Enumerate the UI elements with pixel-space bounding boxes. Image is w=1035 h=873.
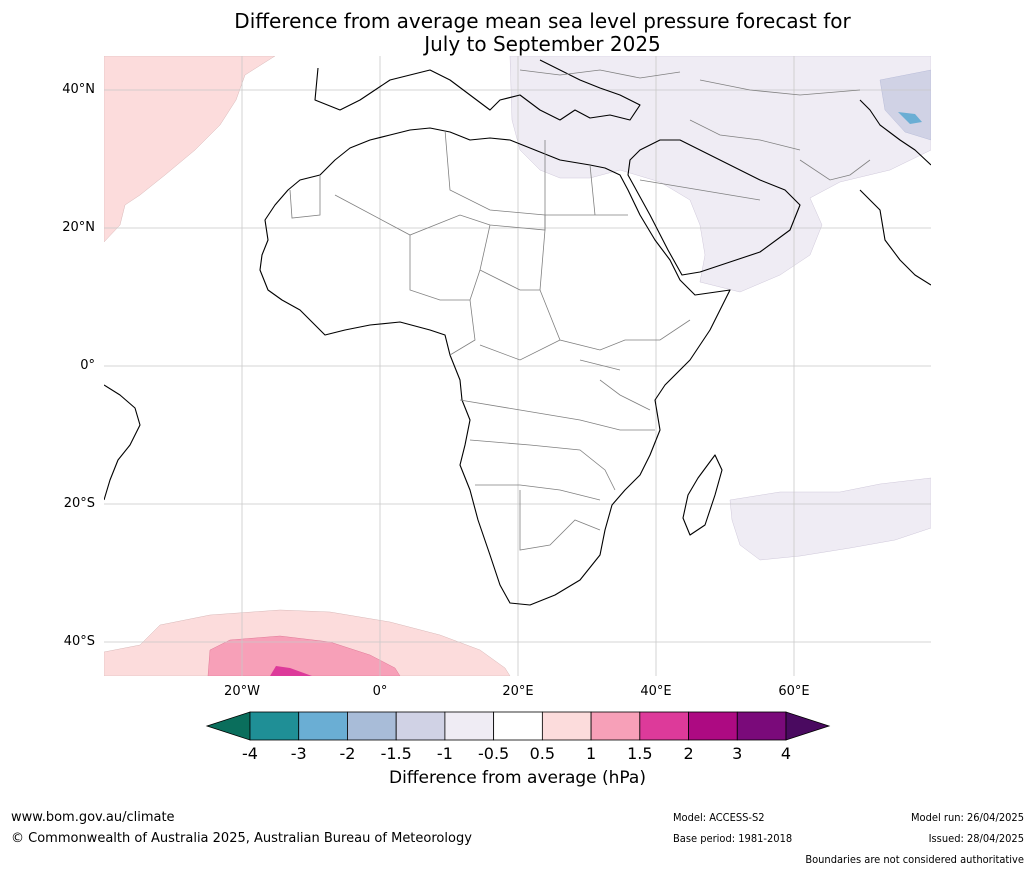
colorbar-segment xyxy=(688,711,738,741)
colorbar-title: Difference from average (hPa) xyxy=(389,768,646,788)
lat-label-40s: 40°S xyxy=(63,634,95,649)
base-period-text: Base period: 1981-2018 xyxy=(673,832,793,845)
website-link[interactable]: www.bom.gov.au/climate xyxy=(11,810,175,825)
colorbar-segment xyxy=(347,711,397,741)
chart-title: Difference from average mean sea level p… xyxy=(0,10,1035,56)
south-america-coastline xyxy=(104,384,141,501)
anomaly-region-east-peak xyxy=(898,112,922,124)
europe-coastline xyxy=(314,59,641,121)
lat-label-40n: 40°N xyxy=(62,82,95,97)
anomaly-region-south-atlantic-peak xyxy=(270,666,312,676)
lon-label-20w: 20°W xyxy=(224,684,260,699)
asia-coastline xyxy=(859,99,931,166)
colorbar-segment xyxy=(298,711,348,741)
lon-label-40e: 40°E xyxy=(640,684,672,699)
disclaimer-text: Boundaries are not considered authoritat… xyxy=(805,853,1024,866)
colorbar-tick: 2 xyxy=(683,744,694,763)
lon-label-60e: 60°E xyxy=(778,684,810,699)
africa-coastline xyxy=(259,127,731,606)
colorbar-tick: 3 xyxy=(732,744,743,763)
lon-label-0: 0° xyxy=(372,684,388,699)
colorbar-tick: -1.5 xyxy=(380,744,412,763)
graticule xyxy=(104,56,931,676)
colorbar-tick: -4 xyxy=(242,744,258,763)
issued-text: Issued: 28/04/2025 xyxy=(928,832,1024,845)
colorbar-tick: 1 xyxy=(585,744,597,763)
country-borders xyxy=(289,69,871,551)
lon-label-20e: 20°E xyxy=(502,684,534,699)
colorbar-tick: 0.5 xyxy=(529,744,556,763)
colorbar-tick: 4 xyxy=(780,744,792,763)
anomaly-region-south-indian xyxy=(729,477,931,561)
arabia-coastline xyxy=(627,139,801,276)
title-line-1: Difference from average mean sea level p… xyxy=(234,9,851,33)
madagascar-coastline xyxy=(682,454,723,536)
colorbar-segment xyxy=(493,711,543,741)
colorbar-segment xyxy=(736,711,787,741)
copyright-text: © Commonwealth of Australia 2025, Austra… xyxy=(11,831,472,846)
model-run-text: Model run: 26/04/2025 xyxy=(911,811,1024,824)
colorbar-tick: -3 xyxy=(290,744,307,763)
colorbar-tick: 1.5 xyxy=(627,744,653,763)
colorbar-segment xyxy=(395,711,446,741)
colorbar-segment xyxy=(590,711,641,741)
anomaly-region-middle-east xyxy=(509,56,931,293)
colorbar-tick: -2 xyxy=(339,744,356,763)
colorbar-tick: -1 xyxy=(436,744,453,763)
colorbar xyxy=(205,711,831,741)
colorbar-segment xyxy=(444,711,495,741)
land-outlines xyxy=(104,59,931,606)
lat-label-20s: 20°S xyxy=(63,496,95,511)
colorbar-segment xyxy=(541,711,592,741)
india-coastline xyxy=(859,189,931,286)
anomaly-shading xyxy=(104,56,931,676)
lat-label-20n: 20°N xyxy=(62,220,95,235)
colorbar-arrow-high xyxy=(785,711,831,741)
colorbar-tick: -0.5 xyxy=(478,744,510,763)
model-text: Model: ACCESS-S2 xyxy=(673,811,765,824)
title-line-2: July to September 2025 xyxy=(424,32,661,56)
colorbar-arrow-low xyxy=(205,711,251,741)
lat-label-equator: 0° xyxy=(80,358,95,373)
colorbar-segment xyxy=(639,711,689,741)
colorbar-segment xyxy=(249,711,300,741)
anomaly-region-nw-atlantic xyxy=(104,56,276,243)
